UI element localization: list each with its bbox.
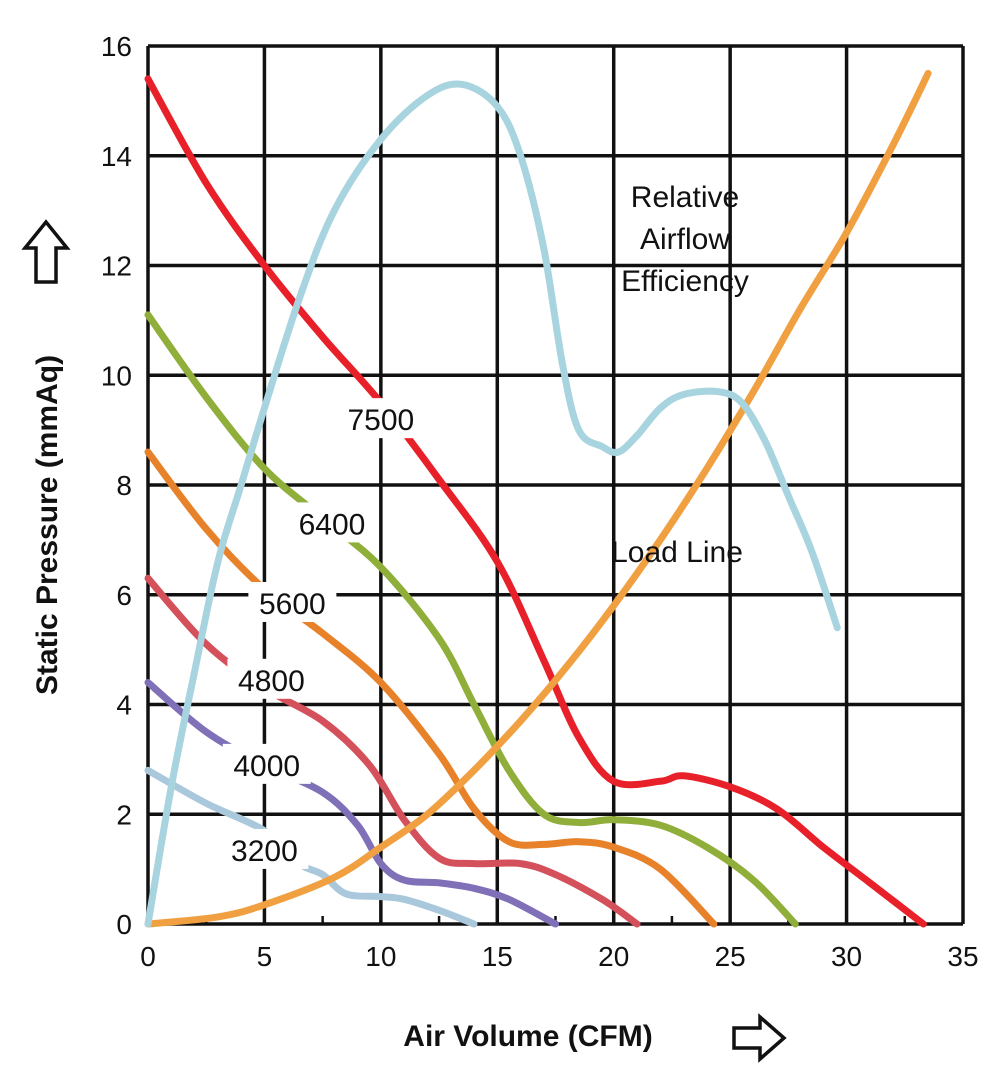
x-tick-label-6: 30 <box>831 941 862 972</box>
series-label-bg-5600 <box>248 581 337 622</box>
x-tick-label-3: 15 <box>482 941 513 972</box>
y-tick-label-4: 8 <box>116 470 132 501</box>
load-line-annotation: Load Line <box>611 536 743 569</box>
x-tick-label-0: 0 <box>140 941 156 972</box>
efficiency-annotation-line-2: Airflow <box>640 223 730 256</box>
x-tick-label-4: 20 <box>598 941 629 972</box>
y-tick-label-3: 6 <box>116 580 132 611</box>
series-label-bg-4000 <box>222 743 311 784</box>
series-label-7500: 7500 <box>347 404 414 437</box>
efficiency-annotation-line-1: Relative <box>631 181 739 214</box>
axis-ticks: 0 5 10 15 20 25 30 35 0 2 4 6 8 10 12 14 16 <box>101 31 979 972</box>
y-tick-label-0: 0 <box>116 909 132 940</box>
series-label-3200: 3200 <box>231 835 298 868</box>
series-label-bg-4800 <box>227 658 316 699</box>
y-tick-label-6: 12 <box>101 251 132 282</box>
series-labels: 7500 6400 5600 4800 4000 3200 <box>220 398 425 869</box>
series-label-6400: 6400 <box>299 508 366 541</box>
y-tick-label-8: 16 <box>101 31 132 62</box>
series-line-7500 <box>144 75 927 928</box>
efficiency-annotation-line-3: Efficiency <box>621 265 749 298</box>
series-label-bg-3200 <box>220 828 309 869</box>
chart-annotations: Relative Airflow Efficiency Load Line <box>611 181 749 569</box>
series-label-bg-6400 <box>287 502 376 543</box>
x-tick-label-2: 10 <box>365 941 396 972</box>
up-arrow-icon <box>21 219 71 284</box>
y-tick-label-5: 10 <box>101 360 132 391</box>
series-label-4000: 4000 <box>233 750 300 783</box>
y-tick-label-1: 2 <box>116 799 132 830</box>
y-tick-label-7: 14 <box>101 141 132 172</box>
series-label-bg-7500 <box>336 398 425 439</box>
chart-series <box>144 69 932 928</box>
x-tick-label-5: 25 <box>715 941 746 972</box>
y-axis-title-group: Static Pressure (mmAq) <box>21 219 71 695</box>
chart-grid <box>146 44 965 926</box>
series-line-relative-airflow-efficiency <box>144 80 841 928</box>
x-axis-title-group: Air Volume (CFM) <box>403 1013 787 1063</box>
series-label-4800: 4800 <box>238 665 305 698</box>
x-tick-label-1: 5 <box>257 941 273 972</box>
y-axis-title: Static Pressure (mmAq) <box>31 355 64 695</box>
y-tick-label-2: 4 <box>116 690 132 721</box>
right-arrow-icon <box>732 1013 787 1063</box>
x-axis-title: Air Volume (CFM) <box>403 1020 652 1053</box>
series-line-6400 <box>144 311 799 928</box>
x-tick-label-7: 35 <box>947 941 978 972</box>
series-label-5600: 5600 <box>259 588 326 621</box>
series-line-load-line <box>144 69 932 928</box>
